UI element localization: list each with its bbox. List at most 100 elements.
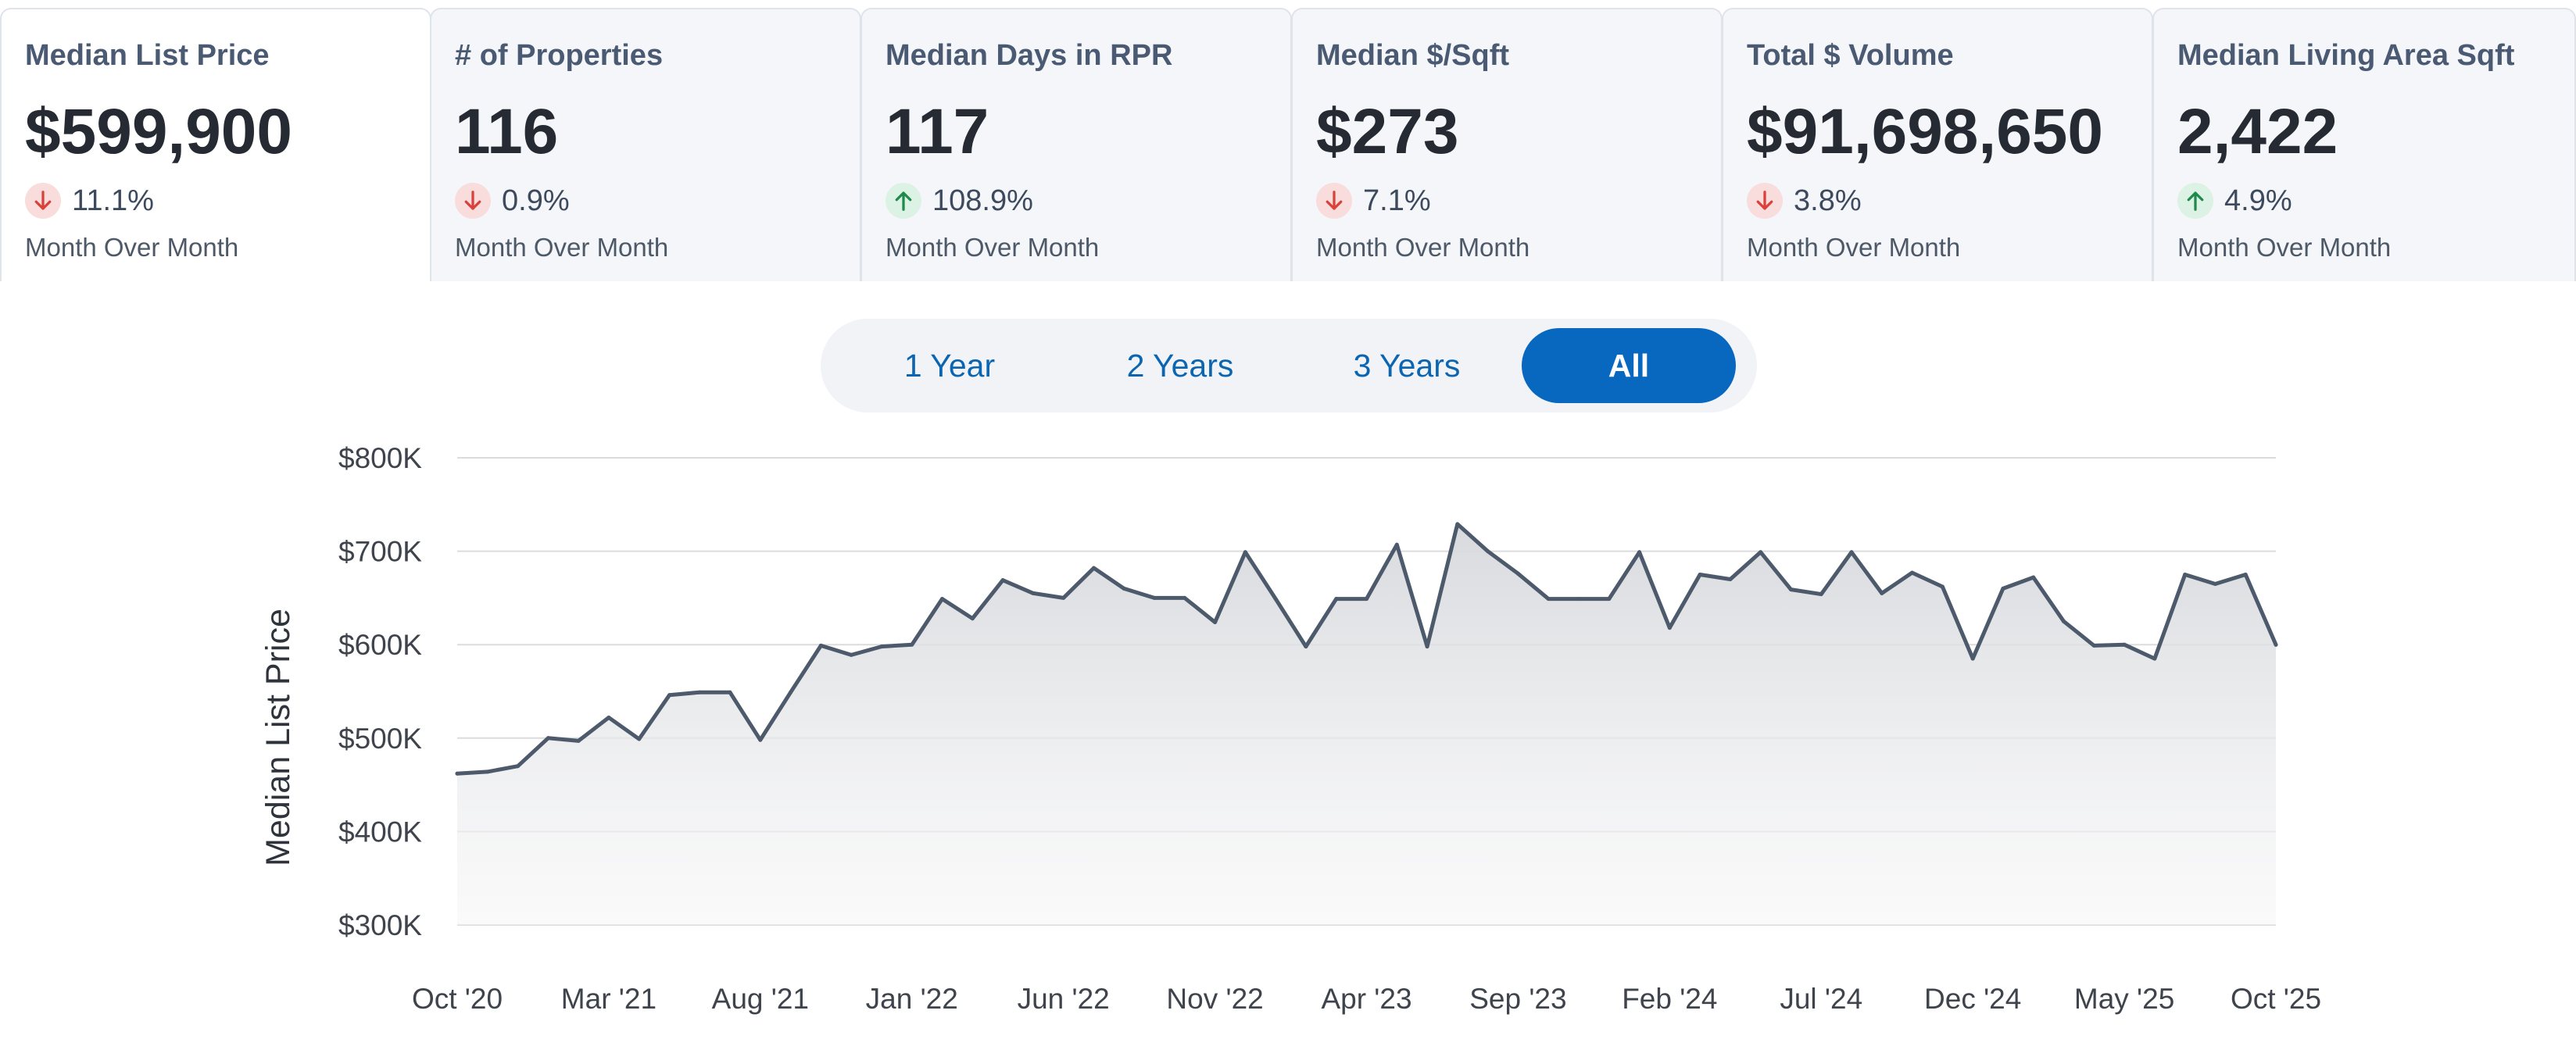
data-point [697, 690, 702, 694]
data-point [1486, 549, 1490, 554]
metric-title: Median Living Area Sqft [2177, 39, 2515, 72]
data-point [1243, 550, 1247, 555]
metric-title: Median List Price [25, 39, 270, 72]
change-percent: 3.8% [1794, 184, 1862, 217]
metric-tab-total-volume[interactable]: Total $ Volume $91,698,650 3.8% Month Ov… [1722, 8, 2153, 281]
data-point [2031, 575, 2036, 580]
data-point [1425, 644, 1429, 649]
data-point [1182, 595, 1187, 600]
data-point [1213, 619, 1218, 624]
data-point [1546, 597, 1551, 602]
change-percent: 7.1% [1363, 184, 1431, 217]
range-2-years-button[interactable]: 2 Years [1086, 328, 1274, 403]
x-tick-label: Dec '24 [1924, 983, 2021, 1015]
data-points [455, 522, 2278, 776]
data-point [910, 642, 914, 647]
data-point [728, 690, 732, 694]
data-point [1788, 587, 1793, 592]
metric-tabs: Median List Price $599,900 11.1% Month O… [0, 0, 2576, 283]
y-axis-ticks: $300K $400K $500K $600K $700K $800K [338, 442, 422, 941]
metric-period: Month Over Month [2177, 233, 2392, 262]
metric-change: 108.9% [886, 183, 1033, 219]
x-tick-label: Jan '22 [866, 983, 958, 1015]
metric-title: Total $ Volume [1747, 39, 1954, 72]
data-point [2122, 642, 2127, 647]
data-point [667, 693, 671, 698]
y-axis-label: Median List Price [259, 609, 297, 866]
data-point [1394, 542, 1399, 547]
y-tick-label: $300K [338, 909, 422, 941]
x-tick-label: Aug '21 [712, 983, 809, 1015]
data-point [485, 769, 490, 774]
change-percent: 0.9% [502, 184, 570, 217]
data-point [1152, 595, 1157, 600]
data-point [1910, 570, 1915, 575]
x-tick-label: Feb '24 [1622, 983, 1717, 1015]
metric-change: 11.1% [25, 183, 154, 219]
x-tick-label: Oct '20 [412, 983, 503, 1015]
metric-period: Month Over Month [25, 233, 239, 262]
metric-period: Month Over Month [886, 233, 1100, 262]
metric-tab-number-of-properties[interactable]: # of Properties 116 0.9% Month Over Mont… [430, 8, 861, 281]
metric-title: Median $/Sqft [1316, 39, 1510, 72]
y-tick-label: $800K [338, 442, 422, 474]
data-point [2274, 642, 2278, 647]
data-point [1728, 577, 1733, 581]
data-point [1515, 571, 1520, 576]
x-tick-label: May '25 [2074, 983, 2174, 1015]
range-1-year-button[interactable]: 1 Year [864, 328, 1036, 403]
metric-value: 2,422 [2177, 96, 2338, 167]
data-point [1273, 597, 1278, 602]
data-point [1000, 578, 1005, 583]
x-tick-label: Nov '22 [1166, 983, 1263, 1015]
metric-tab-median-list-price[interactable]: Median List Price $599,900 11.1% Month O… [0, 8, 431, 281]
y-tick-label: $600K [338, 629, 422, 661]
series-area-fill [457, 523, 2276, 925]
median-list-price-chart: $300K $400K $500K $600K $700K $800K Oct '20 Ma… [259, 442, 2321, 1015]
metric-value: 117 [886, 96, 989, 167]
data-point [789, 690, 793, 694]
data-point [1061, 595, 1066, 600]
x-tick-label: Jun '22 [1018, 983, 1110, 1015]
arrow-down-icon [25, 183, 61, 219]
y-tick-label: $400K [338, 816, 422, 848]
metric-change: 4.9% [2177, 183, 2292, 219]
metric-value: $599,900 [25, 96, 293, 167]
data-point [1880, 591, 1884, 595]
data-point [2001, 586, 2005, 591]
range-all-button[interactable]: All [1522, 328, 1736, 403]
y-tick-label: $700K [338, 536, 422, 568]
data-point [455, 771, 460, 776]
x-tick-label: Sep '23 [1469, 983, 1566, 1015]
data-point [1122, 586, 1126, 591]
data-point [1970, 656, 1975, 661]
metric-title: # of Properties [455, 39, 664, 72]
metric-value: 116 [455, 96, 559, 167]
metric-tab-median-price-per-sqft[interactable]: Median $/Sqft $273 7.1% Month Over Month [1291, 8, 1723, 281]
metric-title: Median Days in RPR [886, 39, 1173, 72]
x-tick-label: Apr '23 [1321, 983, 1411, 1015]
data-point [1576, 597, 1581, 602]
data-point [2062, 619, 2066, 623]
range-3-years-button[interactable]: 3 Years [1313, 328, 1501, 403]
data-point [2091, 643, 2096, 648]
data-point [637, 737, 642, 741]
data-point [606, 715, 611, 719]
change-percent: 108.9% [932, 184, 1033, 217]
arrow-down-icon [1747, 183, 1783, 219]
data-point [2213, 581, 2217, 586]
arrow-down-icon [1316, 183, 1352, 219]
metric-tab-median-days-in-rpr[interactable]: Median Days in RPR 117 108.9% Month Over… [860, 8, 1292, 281]
data-point [1031, 591, 1036, 595]
data-point [758, 737, 763, 742]
data-point [1091, 566, 1096, 570]
metric-tab-median-living-area-sqft[interactable]: Median Living Area Sqft 2,422 4.9% Month… [2152, 8, 2576, 281]
data-point [818, 643, 823, 648]
data-point [1698, 573, 1702, 577]
x-axis-ticks: Oct '20 Mar '21 Aug '21 Jan '22 Jun '22 Nov '… [412, 983, 2321, 1015]
x-tick-label: Mar '21 [561, 983, 657, 1015]
x-tick-label: Oct '25 [2231, 983, 2321, 1015]
data-point [576, 738, 581, 743]
data-point [516, 764, 521, 769]
data-point [2243, 573, 2248, 577]
